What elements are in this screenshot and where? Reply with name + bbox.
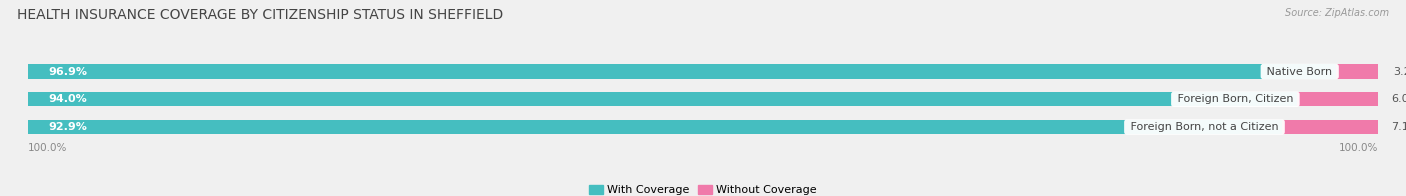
Text: HEALTH INSURANCE COVERAGE BY CITIZENSHIP STATUS IN SHEFFIELD: HEALTH INSURANCE COVERAGE BY CITIZENSHIP…	[17, 8, 503, 22]
Text: Source: ZipAtlas.com: Source: ZipAtlas.com	[1285, 8, 1389, 18]
Bar	[28, 64, 1378, 79]
Text: 94.0%: 94.0%	[48, 94, 87, 104]
Text: 6.0%: 6.0%	[1392, 94, 1406, 104]
Bar	[1296, 92, 1378, 106]
Text: 92.9%: 92.9%	[48, 122, 87, 132]
Legend: With Coverage, Without Coverage: With Coverage, Without Coverage	[589, 185, 817, 195]
Bar	[28, 92, 1296, 106]
Text: Native Born: Native Born	[1264, 66, 1336, 76]
Text: 100.0%: 100.0%	[28, 143, 67, 153]
Bar	[28, 120, 1378, 134]
Bar	[1282, 120, 1378, 134]
Bar	[1336, 64, 1379, 79]
Text: 100.0%: 100.0%	[1339, 143, 1378, 153]
Text: 3.2%: 3.2%	[1393, 66, 1406, 76]
Bar	[28, 120, 1282, 134]
Text: Foreign Born, not a Citizen: Foreign Born, not a Citizen	[1128, 122, 1282, 132]
Bar	[28, 64, 1336, 79]
Text: 7.1%: 7.1%	[1392, 122, 1406, 132]
Text: Foreign Born, Citizen: Foreign Born, Citizen	[1174, 94, 1296, 104]
Text: 96.9%: 96.9%	[48, 66, 87, 76]
Bar	[28, 92, 1378, 106]
